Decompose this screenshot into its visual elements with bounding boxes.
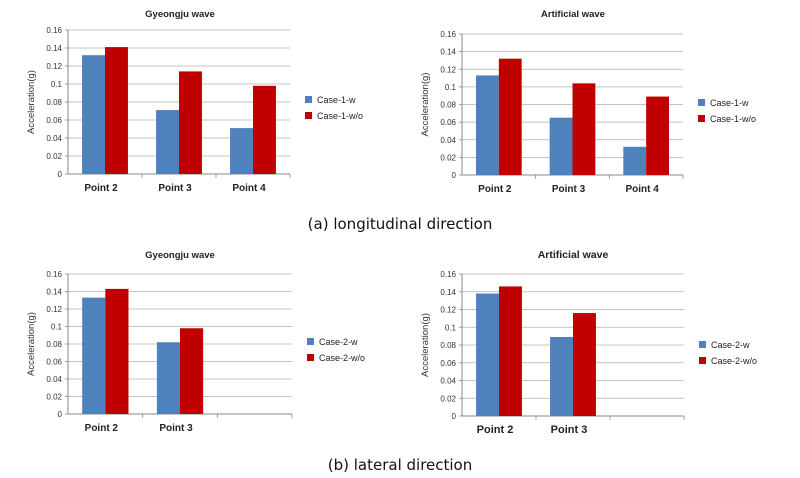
y-tick-label: 0.1 [51,80,63,89]
bar-wo-3 [646,96,670,175]
chart-1: Gyeongju wave 0 0.02 0.04 0.06 0.08 0.1 0.12 0.1… [26,9,363,194]
y-axis-label: Acceleration(g) [26,312,37,376]
bar-w-2 [550,337,573,416]
y-tick-label: 0.1 [445,323,457,332]
legend-swatch-w [698,99,705,106]
legend-label-wo: Case-1-w/o [317,111,363,121]
bar-wo-2 [573,313,596,416]
x-category-label: Point 4 [625,184,659,195]
chart-3: Gyeongju wave 0 0.02 0.04 0.06 0.08 0.1 0.12 0.1… [26,250,365,434]
y-tick-label: 0.06 [46,116,62,125]
caption-longitudinal: (a) longitudinal direction [307,215,493,233]
bar-wo-2 [179,71,202,174]
x-category-label: Point 2 [85,423,119,434]
legend-swatch-w [305,96,312,103]
legend-label-wo: Case-1-w/o [710,114,756,124]
chart-title: Gyeongju wave [145,9,215,20]
y-tick-label: 0.06 [46,358,62,367]
y-tick-label: 0 [452,171,457,180]
y-tick-label: 0 [452,412,457,421]
legend-swatch-w [307,338,314,345]
bar-w-3 [623,146,647,175]
y-tick-label: 0.02 [46,393,62,402]
y-tick-label: 0.02 [440,394,456,403]
y-tick-label: 0.02 [440,153,456,162]
x-category-label: Point 2 [84,183,118,194]
x-category-label: Point 2 [477,424,514,436]
bar-wo-3 [253,85,276,174]
chart-title: Artificial wave [541,9,605,20]
bar-wo-2 [180,328,204,414]
legend-swatch-wo [307,354,314,361]
y-tick-label: 0.06 [440,359,456,368]
y-tick-label: 0.14 [46,288,62,297]
y-tick-label: 0.08 [440,101,456,110]
chart-title: Artificial wave [538,249,609,261]
y-tick-label: 0.14 [440,288,456,297]
y-axis-label: Acceleration(g) [420,73,431,137]
x-category-label: Point 4 [232,183,266,194]
bar-w-3 [230,128,253,174]
legend-label-w: Case-2-w [319,337,358,347]
chart-4: Artificial wave 0 0.02 0.04 0.06 0.08 0.1 0.12 0… [420,249,757,436]
y-tick-label: 0.04 [440,136,456,145]
bar-wo-1 [499,286,522,416]
y-tick-label: 0.16 [440,270,456,279]
y-tick-label: 0 [58,170,63,179]
caption-lateral: (b) lateral direction [327,456,473,474]
y-tick-label: 0.12 [46,305,62,314]
bar-w-1 [475,75,499,175]
y-tick-label: 0.04 [46,134,62,143]
y-tick-label: 0.16 [46,270,62,279]
y-tick-label: 0.04 [440,377,456,386]
bar-w-2 [549,117,573,175]
bar-wo-1 [105,288,129,414]
y-tick-label: 0.14 [46,44,62,53]
y-tick-label: 0.1 [51,323,63,332]
legend-swatch-w [699,341,706,348]
y-axis-label: Acceleration(g) [420,313,431,377]
y-tick-label: 0.14 [440,48,456,57]
bar-wo-1 [498,58,522,175]
y-tick-label: 0.08 [46,98,62,107]
bar-w-1 [82,297,106,414]
y-tick-label: 0.12 [46,62,62,71]
bar-w-1 [476,293,499,416]
bar-w-2 [156,110,179,174]
y-tick-label: 0.1 [445,83,457,92]
y-tick-label: 0.06 [440,118,456,127]
chart-2: Artificial wave 0 0.02 0.04 0.06 0.08 0.1 0.12 0… [420,9,756,195]
x-category-label: Point 3 [158,183,192,194]
y-tick-label: 0.04 [46,375,62,384]
legend-label-wo: Case-2-w/o [711,356,757,366]
x-category-label: Point 2 [478,184,512,195]
bar-w-1 [82,55,105,175]
legend-label-w: Case-1-w [710,98,749,108]
y-tick-label: 0.12 [440,65,456,74]
legend-swatch-wo [698,115,705,122]
y-tick-label: 0.12 [440,306,456,315]
x-category-label: Point 3 [159,423,193,434]
x-category-label: Point 3 [551,424,588,436]
legend-label-w: Case-2-w [711,340,750,350]
legend-swatch-wo [305,112,312,119]
legend-label-wo: Case-2-w/o [319,353,365,363]
y-tick-label: 0 [58,410,63,419]
y-axis-label: Acceleration(g) [26,70,37,134]
legend-swatch-wo [699,357,706,364]
y-tick-label: 0.08 [46,340,62,349]
bar-wo-2 [572,83,596,175]
y-tick-label: 0.16 [46,26,62,35]
bar-wo-1 [105,47,128,174]
y-tick-label: 0.02 [46,152,62,161]
chart-title: Gyeongju wave [145,250,215,261]
bar-w-2 [156,342,180,414]
y-tick-label: 0.16 [440,30,456,39]
x-category-label: Point 3 [552,184,586,195]
legend-label-w: Case-1-w [317,95,356,105]
y-tick-label: 0.08 [440,341,456,350]
